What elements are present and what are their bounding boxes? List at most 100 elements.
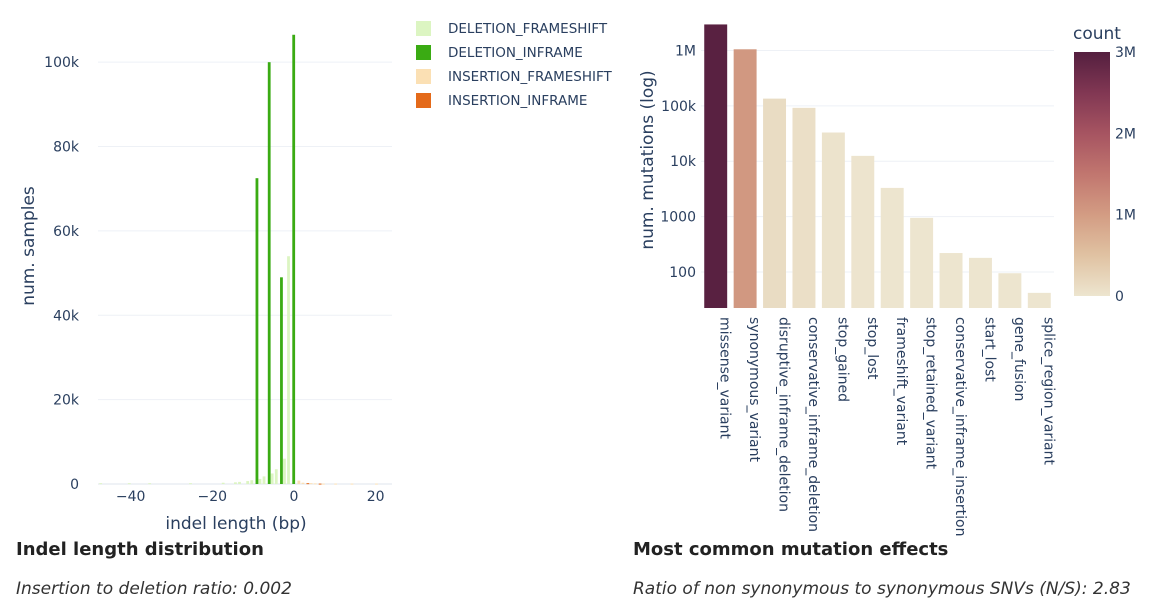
indel-bar: [309, 483, 313, 485]
indel-x-tick-label: 0: [290, 489, 299, 505]
effects-x-tick-label: splice_region_variant: [1040, 317, 1056, 466]
effects-bar: [821, 132, 845, 308]
effects-bar: [851, 155, 875, 308]
effects-x-tick-label: conservative_inframe_insertion: [952, 317, 968, 536]
indel-bar: [283, 458, 286, 484]
effects-bar: [880, 187, 904, 308]
indel-legend-label: INSERTION_INFRAME: [448, 93, 587, 109]
colorbar-tick-label: 0: [1115, 289, 1124, 305]
indel-bar: [255, 178, 259, 484]
colorbar-tick-label: 2M: [1115, 126, 1136, 142]
indel-y-ticks: 0 20k 40k 60k 80k 100k: [44, 55, 80, 493]
indel-legend-swatch: [416, 69, 431, 84]
indel-x-tick-label: −40: [116, 489, 146, 505]
effects-section-title: Most common mutation effects: [633, 539, 949, 560]
indel-bar: [318, 483, 322, 485]
indel-bar: [301, 482, 305, 484]
indel-bar: [258, 478, 262, 484]
indel-bar: [334, 483, 338, 485]
indel-bar: [221, 482, 225, 484]
effects-bar: [910, 217, 934, 308]
indel-y-tick-label: 20k: [53, 393, 80, 409]
indel-y-axis-label: num. samples: [19, 186, 39, 306]
indel-bar: [297, 480, 301, 484]
indel-x-tick-label: 20: [367, 489, 385, 505]
indel-x-ticks: −40 −20 0 20: [116, 489, 385, 505]
colorbar-ticks: 0 1M 2M 3M: [1115, 45, 1136, 305]
indel-bar: [250, 480, 254, 484]
effects-bar: [939, 253, 963, 308]
colorbar-tick-label: 3M: [1115, 45, 1136, 61]
indel-y-tick-label: 0: [70, 477, 79, 493]
effects-y-axis-label: num. mutations (log): [638, 70, 658, 249]
effects-y-tick-label: 100k: [661, 99, 697, 115]
effects-bar: [998, 273, 1022, 308]
indel-bars: [99, 34, 378, 485]
effects-y-tick-label: 1000: [660, 210, 696, 226]
effects-y-tick-label: 100: [669, 265, 696, 281]
indel-y-tick-label: 40k: [53, 308, 80, 324]
colorbar: [1074, 52, 1110, 296]
effects-x-ticks: missense_variant synonymous_variant disrup…: [717, 317, 1057, 536]
indel-bar: [321, 483, 325, 485]
indel-bar: [306, 483, 310, 485]
indel-gridlines: [98, 61, 392, 485]
effects-bar: [968, 257, 992, 308]
effects-y-tick-label: 1M: [675, 43, 696, 59]
effects-y-tick-label: 10k: [670, 154, 697, 170]
effects-y-ticks: 100 1000 10k 100k 1M: [660, 43, 697, 281]
effects-x-tick-label: synonymous_variant: [746, 317, 762, 463]
effects-x-tick-label: frameshift_variant: [893, 317, 909, 446]
effects-ratio-text: Ratio of non synonymous to synonymous SN…: [633, 579, 1131, 599]
indel-bar: [99, 483, 103, 485]
effects-x-tick-label: missense_variant: [717, 317, 733, 439]
indel-bar: [350, 483, 354, 485]
indel-legend-swatch: [416, 93, 431, 108]
indel-bar: [246, 481, 250, 484]
indel-bar: [234, 482, 237, 484]
indel-bar: [287, 256, 290, 484]
indel-bar: [127, 483, 131, 485]
effects-bar: [704, 24, 728, 309]
effects-x-tick-label: conservative_inframe_deletion: [805, 317, 821, 532]
effects-x-tick-label: start_lost: [981, 317, 997, 382]
indel-x-axis-label: indel length (bp): [165, 514, 306, 534]
indel-bar: [148, 483, 152, 485]
indel-bar: [270, 473, 274, 484]
effects-bars: [704, 24, 1051, 309]
effects-x-tick-label: gene_fusion: [1011, 317, 1027, 401]
indel-bar: [238, 481, 241, 484]
indel-legend-label: DELETION_FRAMESHIFT: [448, 21, 608, 37]
colorbar-tick-label: 1M: [1115, 208, 1136, 224]
indel-legend-swatch: [416, 21, 431, 36]
effects-x-tick-label: stop_retained_variant: [923, 317, 939, 470]
effects-bar: [1027, 292, 1051, 308]
indel-legend-label: INSERTION_FRAMESHIFT: [448, 69, 613, 85]
effects-x-tick-label: stop_gained: [834, 317, 850, 402]
indel-bar: [262, 476, 266, 484]
indel-bar: [189, 483, 192, 485]
colorbar-title: count: [1073, 24, 1121, 44]
indel-ratio-text: Insertion to deletion ratio: 0.002: [16, 579, 292, 599]
indel-bar: [313, 483, 317, 485]
indel-y-tick-label: 60k: [53, 224, 80, 240]
effects-bar: [733, 49, 757, 309]
effects-bar: [763, 98, 787, 308]
indel-section-title: Indel length distribution: [16, 539, 264, 560]
effects-x-tick-label: stop_lost: [864, 317, 880, 380]
indel-legend-swatch: [416, 45, 431, 60]
indel-bar: [274, 469, 278, 484]
indel-bar: [375, 483, 378, 485]
indel-bar: [292, 34, 296, 484]
indel-legend-label: DELETION_INFRAME: [448, 45, 583, 61]
indel-x-tick-label: −20: [198, 489, 228, 505]
indel-bar: [267, 62, 271, 484]
indel-y-tick-label: 80k: [53, 140, 80, 156]
indel-y-tick-label: 100k: [44, 55, 80, 71]
effects-bar: [792, 107, 816, 309]
effects-x-tick-label: disruptive_inframe_deletion: [776, 317, 792, 512]
indel-legend: DELETION_FRAMESHIFT DELETION_INFRAME INSER…: [416, 21, 613, 109]
effects-gridlines: [701, 49, 1054, 273]
indel-bar: [280, 277, 283, 484]
